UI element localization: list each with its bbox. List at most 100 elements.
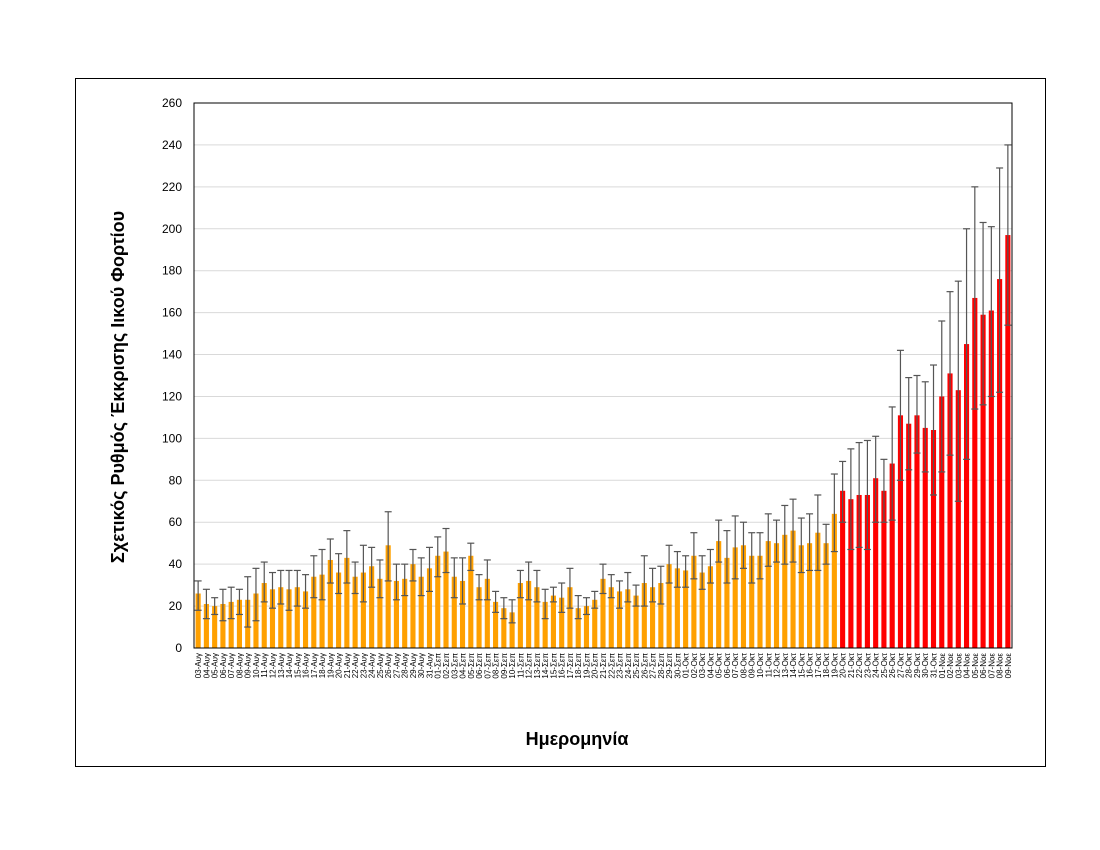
error-bar xyxy=(640,555,648,607)
error-bar xyxy=(566,567,574,609)
bar xyxy=(352,576,358,648)
x-tick-label: 09-Οκτ xyxy=(748,652,757,678)
error-bar xyxy=(326,538,334,584)
x-tick-label: 24-Σεπ xyxy=(624,653,633,679)
error-bar xyxy=(657,565,665,605)
bar xyxy=(782,534,788,648)
error-bar xyxy=(665,544,673,584)
bar xyxy=(236,599,243,648)
error-bar xyxy=(715,519,723,563)
x-tick-label: 16-Αυγ xyxy=(302,653,311,678)
error-bar xyxy=(706,548,714,584)
bar xyxy=(947,373,953,648)
bar xyxy=(592,599,598,648)
x-tick-label: 29-Οκτ xyxy=(913,652,922,678)
x-tick-label: 15-Οκτ xyxy=(797,652,806,678)
error-bar xyxy=(599,563,607,595)
error-bar xyxy=(682,555,690,588)
bar xyxy=(377,578,383,648)
error-bar xyxy=(996,167,1004,393)
error-bar xyxy=(954,280,962,502)
bar xyxy=(336,572,342,648)
x-tick-label: 30-Οκτ xyxy=(921,652,930,678)
error-bar xyxy=(764,513,772,567)
x-tick-label: 18-Αυγ xyxy=(318,653,327,678)
bar xyxy=(658,583,664,648)
x-tick-label: 01-Σεπ xyxy=(434,653,443,679)
x-tick-label: 28-Αυγ xyxy=(401,653,410,678)
error-bar xyxy=(814,494,822,572)
bar xyxy=(889,463,895,648)
bar xyxy=(501,608,507,648)
error-bar xyxy=(293,569,301,607)
bar xyxy=(823,543,829,648)
bar xyxy=(666,564,672,648)
error-bar xyxy=(525,561,533,601)
bar xyxy=(410,564,416,648)
error-bar xyxy=(202,588,210,620)
bar xyxy=(402,578,408,648)
x-tick-label: 22-Οκτ xyxy=(855,652,864,678)
y-tick-label: 220 xyxy=(162,180,182,194)
error-bar xyxy=(442,527,450,574)
bar xyxy=(616,591,623,648)
error-bar xyxy=(459,557,467,605)
x-tick-label: 21-Αυγ xyxy=(343,653,352,678)
x-tick-label: 10-Οκτ xyxy=(756,652,765,678)
x-tick-label: 08-Οκτ xyxy=(739,652,748,678)
bar xyxy=(583,606,590,648)
x-tick-label: 18-Οκτ xyxy=(822,652,831,678)
x-tick-label: 06-Νοε xyxy=(979,653,988,679)
bar xyxy=(393,580,399,648)
x-tick-label: 23-Σεπ xyxy=(616,653,625,679)
bar xyxy=(840,490,846,648)
error-bar xyxy=(343,530,351,584)
x-tick-label: 11-Οκτ xyxy=(764,652,773,677)
error-bar xyxy=(963,228,971,460)
x-tick-label: 15-Αυγ xyxy=(293,653,302,678)
x-tick-label: 09-Σεπ xyxy=(500,653,509,679)
bar xyxy=(815,532,821,648)
error-bar xyxy=(268,571,276,609)
x-tick-label: 17-Σεπ xyxy=(566,653,575,679)
bar xyxy=(897,415,904,648)
error-bar xyxy=(516,569,524,599)
bar xyxy=(418,576,424,648)
y-tick-label: 180 xyxy=(162,264,182,278)
error-bar xyxy=(616,580,624,609)
x-tick-label: 12-Αυγ xyxy=(268,653,277,678)
error-bar xyxy=(946,291,954,456)
error-bar xyxy=(409,548,417,582)
error-bar xyxy=(475,574,483,601)
bar xyxy=(302,591,309,648)
error-bar xyxy=(591,590,599,609)
y-tick-label: 60 xyxy=(169,515,183,529)
error-bar xyxy=(905,376,913,471)
error-bar xyxy=(235,588,243,616)
error-bar xyxy=(492,590,500,613)
error-bar xyxy=(896,349,904,481)
error-bar xyxy=(500,597,508,620)
x-tick-label: 05-Νοε xyxy=(971,653,980,679)
x-tick-label: 07-Νοε xyxy=(987,653,996,679)
bar xyxy=(906,423,912,648)
error-bar xyxy=(417,557,425,597)
x-tick-label: 24-Αυγ xyxy=(368,653,377,678)
x-tick-label: 15-Σεπ xyxy=(549,653,558,679)
bar xyxy=(650,587,656,648)
bar xyxy=(509,612,515,648)
bar xyxy=(997,279,1003,648)
bar xyxy=(625,589,631,648)
error-bar xyxy=(227,586,235,620)
x-tick-label: 28-Οκτ xyxy=(905,652,914,678)
bar xyxy=(534,587,540,648)
bar xyxy=(798,545,804,648)
x-tick-label: 01-Νοε xyxy=(938,653,947,679)
bar xyxy=(344,557,350,648)
bar xyxy=(856,494,862,648)
bar xyxy=(641,583,647,648)
bar xyxy=(195,593,201,648)
error-bar xyxy=(739,521,747,569)
error-bar xyxy=(847,448,855,551)
x-tick-label: 28-Σεπ xyxy=(657,653,666,679)
